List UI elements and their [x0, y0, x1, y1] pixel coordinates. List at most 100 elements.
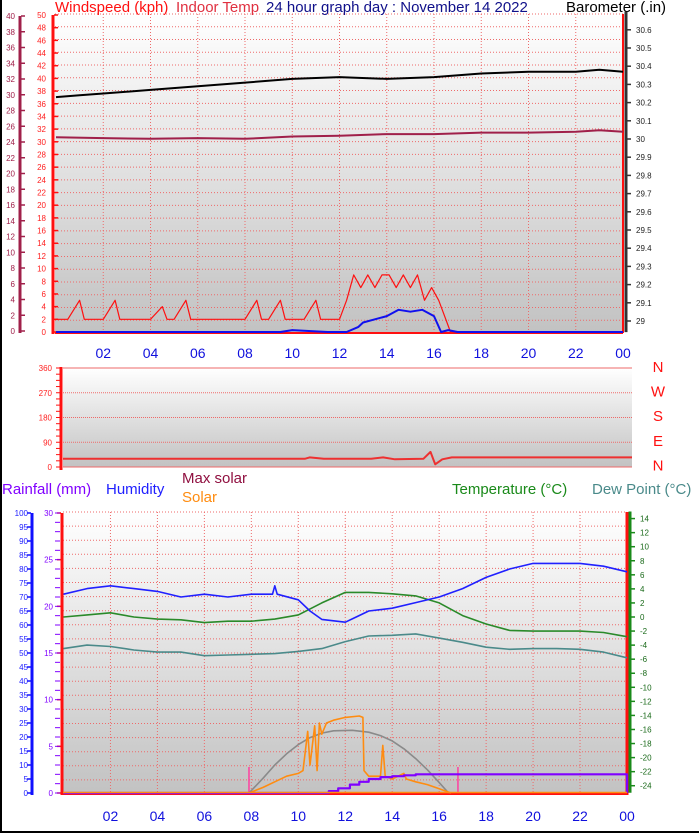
wind_avg-line [56, 308, 623, 333]
temperature-tick-label: -4 [640, 641, 648, 650]
rainfall-tick-label: 20 [44, 602, 53, 611]
x-tick-label: 04 [143, 345, 159, 361]
barometer-tick-label: 29.4 [636, 244, 652, 253]
indoor_temp-tick-label: 14 [6, 217, 15, 226]
dew_point-line [63, 633, 628, 659]
indoor_temp-tick-label: 6 [11, 280, 16, 289]
rainfall-tick-label: 5 [49, 742, 54, 751]
x-tick-label: 02 [95, 345, 111, 361]
temperature-tick-label: -12 [640, 697, 652, 706]
humidity-tick-label: 55 [19, 635, 28, 644]
compass-label: N [653, 457, 664, 474]
x-tick-label: 10 [284, 345, 300, 361]
barometer-tick-label: 30.1 [636, 117, 652, 126]
compass-label: W [651, 384, 666, 401]
x-tick-label: 12 [332, 345, 348, 361]
wind-tick-label: 16 [37, 227, 46, 236]
wind-tick-label: 32 [37, 125, 46, 134]
indoor_temp-tick-label: 22 [6, 154, 15, 163]
indoor_temp-tick-label: 26 [6, 122, 15, 131]
indoor_temp-tick-label: 16 [6, 201, 15, 210]
indoor_temp-tick-label: 4 [11, 296, 16, 305]
indoor_temp-tick-label: 10 [6, 248, 15, 257]
indoor_temp-tick-label: 34 [6, 59, 15, 68]
rainfall-tick-label: 25 [44, 556, 53, 565]
humidity-tick-label: 15 [19, 747, 28, 756]
x-tick-label: 08 [244, 808, 260, 824]
x-tick-label: 14 [384, 808, 400, 824]
temperature-tick-label: -6 [640, 655, 648, 664]
barometer-tick-label: 29.7 [636, 190, 652, 199]
humidity-tick-label: 5 [24, 775, 29, 784]
temperature-tick-label: -10 [640, 683, 652, 692]
temperature-tick-label: -16 [640, 725, 652, 734]
wind-tick-label: 0 [42, 328, 47, 337]
indoor_temp-tick-label: 12 [6, 233, 15, 242]
rainfall-line [63, 773, 629, 795]
humidity-tick-label: 90 [19, 537, 28, 546]
wind-dir-tick-label: 90 [43, 438, 52, 447]
panel-wind-barometer: 0246810121416182022242628303234363840024… [6, 11, 652, 361]
humidity-tick-label: 50 [19, 649, 28, 658]
rainfall-tick-label: 10 [44, 696, 53, 705]
x-tick-label: 18 [478, 808, 494, 824]
rainfall-tick-label: 0 [49, 789, 54, 798]
temperature-tick-label: -18 [640, 740, 652, 749]
indoor_temp-tick-label: 0 [11, 327, 16, 336]
wind-tick-label: 38 [37, 87, 46, 96]
indoor_temp-tick-label: 40 [6, 12, 15, 21]
wind-dir-tick-label: 360 [39, 364, 53, 373]
wind-dir-tick-label: 0 [48, 463, 53, 472]
wind-tick-label: 36 [37, 100, 46, 109]
temperature-tick-label: -8 [640, 669, 648, 678]
humidity-line [63, 562, 628, 623]
wind-tick-label: 46 [37, 36, 46, 45]
wind-tick-label: 44 [37, 49, 46, 58]
rainfall-tick-label: 15 [44, 649, 53, 658]
indoor_temp-tick-label: 24 [6, 138, 15, 147]
temperature-tick-label: 14 [640, 515, 649, 524]
compass-label: N [653, 359, 664, 376]
max_solar-line [248, 729, 450, 794]
wind-tick-label: 48 [37, 24, 46, 33]
humidity-tick-label: 85 [19, 551, 28, 560]
x-tick-label: 20 [525, 808, 541, 824]
x-tick-label: 10 [291, 808, 307, 824]
humidity-tick-label: 20 [19, 733, 28, 742]
rainfall-tick-label: 30 [44, 509, 53, 518]
wind-tick-label: 50 [37, 11, 46, 20]
indoor_temp-tick-label: 2 [11, 311, 16, 320]
temperature-tick-label: 6 [640, 571, 645, 580]
wind-tick-label: 34 [37, 112, 46, 121]
barometer-tick-label: 29.1 [636, 299, 652, 308]
barometer-tick-label: 29.8 [636, 171, 652, 180]
humidity-tick-label: 35 [19, 691, 28, 700]
humidity-tick-label: 40 [19, 677, 28, 686]
wind-tick-label: 40 [37, 74, 46, 83]
compass-label: S [653, 408, 663, 425]
temperature-line [63, 591, 628, 638]
wind-tick-label: 4 [42, 303, 47, 312]
x-tick-label: 00 [615, 345, 631, 361]
temperature-tick-label: 12 [640, 529, 649, 538]
indoor_temp-tick-label: 18 [6, 185, 15, 194]
indoor_temp-tick-label: 38 [6, 28, 15, 37]
indoor_temp-tick-label: 32 [6, 75, 15, 84]
temperature-tick-label: 2 [640, 599, 645, 608]
indoor_temp-line [55, 129, 624, 140]
wind-tick-label: 10 [37, 265, 46, 274]
wind-tick-label: 6 [42, 290, 47, 299]
legend-solar: Solar [182, 489, 218, 506]
humidity-tick-label: 45 [19, 663, 28, 672]
legend-dew-point: Dew Point (°C) [592, 481, 692, 498]
x-tick-label: 08 [237, 345, 253, 361]
barometer-tick-label: 29.9 [636, 153, 652, 162]
wind-tick-label: 28 [37, 150, 46, 159]
x-tick-label: 02 [103, 808, 119, 824]
barometer-tick-label: 29.5 [636, 226, 652, 235]
indoor_temp-tick-label: 28 [6, 107, 15, 116]
wind-tick-label: 8 [42, 277, 47, 286]
